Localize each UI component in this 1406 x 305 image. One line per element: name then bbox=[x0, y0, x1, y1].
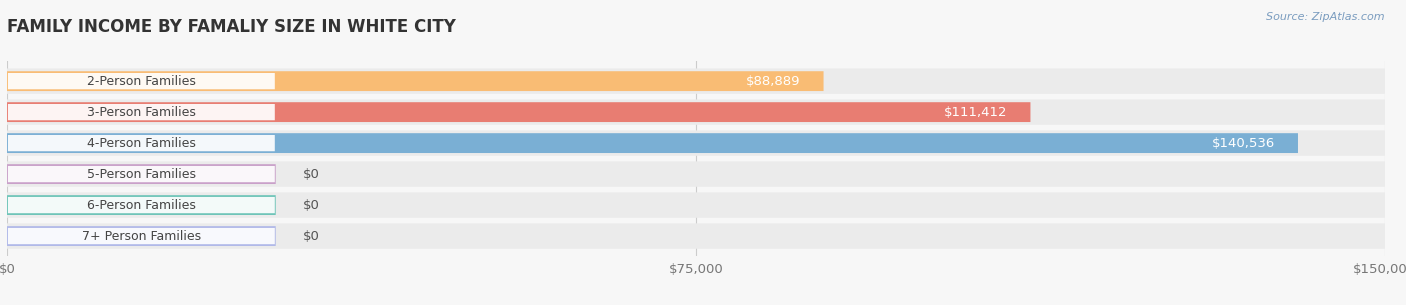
Text: 5-Person Families: 5-Person Families bbox=[87, 167, 195, 181]
Text: 3-Person Families: 3-Person Families bbox=[87, 106, 195, 119]
FancyBboxPatch shape bbox=[7, 161, 1385, 187]
FancyBboxPatch shape bbox=[7, 192, 1385, 218]
Text: $0: $0 bbox=[304, 167, 321, 181]
FancyBboxPatch shape bbox=[7, 164, 276, 184]
FancyBboxPatch shape bbox=[7, 133, 1298, 153]
Text: 4-Person Families: 4-Person Families bbox=[87, 137, 195, 150]
Text: 2-Person Families: 2-Person Families bbox=[87, 75, 195, 88]
FancyBboxPatch shape bbox=[8, 197, 274, 213]
FancyBboxPatch shape bbox=[8, 228, 274, 244]
FancyBboxPatch shape bbox=[7, 131, 1385, 156]
Text: $0: $0 bbox=[304, 199, 321, 212]
FancyBboxPatch shape bbox=[7, 99, 1385, 125]
FancyBboxPatch shape bbox=[8, 73, 274, 89]
Text: $140,536: $140,536 bbox=[1212, 137, 1275, 150]
FancyBboxPatch shape bbox=[8, 166, 274, 182]
FancyBboxPatch shape bbox=[8, 104, 274, 120]
FancyBboxPatch shape bbox=[7, 223, 1385, 249]
Text: FAMILY INCOME BY FAMALIY SIZE IN WHITE CITY: FAMILY INCOME BY FAMALIY SIZE IN WHITE C… bbox=[7, 18, 456, 36]
FancyBboxPatch shape bbox=[7, 226, 276, 246]
FancyBboxPatch shape bbox=[7, 102, 1031, 122]
Text: $88,889: $88,889 bbox=[747, 75, 800, 88]
FancyBboxPatch shape bbox=[7, 68, 1385, 94]
FancyBboxPatch shape bbox=[8, 135, 274, 151]
Text: $111,412: $111,412 bbox=[943, 106, 1008, 119]
Text: 7+ Person Families: 7+ Person Families bbox=[82, 230, 201, 242]
FancyBboxPatch shape bbox=[7, 195, 276, 215]
Text: Source: ZipAtlas.com: Source: ZipAtlas.com bbox=[1267, 12, 1385, 22]
FancyBboxPatch shape bbox=[7, 71, 824, 91]
Text: 6-Person Families: 6-Person Families bbox=[87, 199, 195, 212]
Text: $0: $0 bbox=[304, 230, 321, 242]
